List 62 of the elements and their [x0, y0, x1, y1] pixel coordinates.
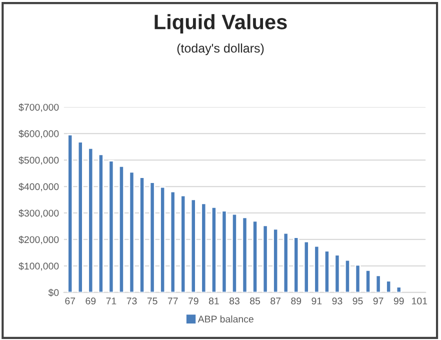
- x-tick-label: 83: [230, 298, 240, 304]
- x-tick-label: 87: [270, 298, 280, 304]
- bar: [252, 220, 258, 292]
- y-tick-label: $500,000: [18, 156, 59, 165]
- x-tick-label: 79: [188, 298, 198, 304]
- legend-label: ABP balance: [198, 315, 254, 323]
- bar: [98, 154, 104, 292]
- x-tick-label: 71: [106, 298, 116, 304]
- x-tick-label: 97: [373, 298, 384, 304]
- bar: [108, 160, 114, 292]
- bar: [396, 286, 402, 292]
- bar: [200, 202, 207, 292]
- bar: [324, 250, 330, 292]
- x-tick-label: 99: [394, 298, 404, 304]
- x-tick-label: 81: [208, 298, 219, 304]
- bar: [375, 274, 382, 292]
- chart-subtitle: (today's dollars): [177, 43, 264, 56]
- x-tick-label: 91: [312, 298, 322, 304]
- bar: [160, 186, 166, 292]
- bar: [118, 165, 124, 292]
- x-tick-label: 73: [126, 298, 137, 304]
- bar: [190, 198, 196, 292]
- x-tick-label: 67: [65, 298, 76, 304]
- chart-title: Liquid Values: [154, 14, 287, 34]
- x-tick-label: 101: [412, 298, 428, 304]
- y-tick-label: $200,000: [18, 236, 59, 244]
- bar: [149, 182, 156, 292]
- bar: [354, 264, 361, 292]
- bar: [303, 240, 310, 292]
- x-tick-label: 85: [250, 298, 260, 304]
- bar: [88, 147, 94, 292]
- bar: [210, 206, 217, 292]
- x-tick-label: 75: [147, 298, 158, 304]
- bar: [293, 236, 300, 292]
- bar: [344, 259, 350, 292]
- bar: [386, 280, 392, 292]
- y-tick-label: $400,000: [18, 182, 59, 192]
- bar: [365, 269, 372, 292]
- bar: [77, 141, 84, 292]
- bar: [180, 194, 186, 292]
- y-tick-label: $600,000: [18, 130, 59, 138]
- bar: [314, 245, 320, 292]
- bar: [242, 216, 248, 292]
- bar: [221, 210, 228, 292]
- bar: [334, 254, 340, 292]
- bar: [231, 213, 238, 292]
- bar: [128, 171, 135, 292]
- bar: [67, 134, 74, 292]
- y-tick-label: $700,000: [18, 103, 59, 112]
- y-tick-label: $100,000: [18, 262, 59, 271]
- bar: [272, 228, 279, 292]
- x-tick-label: 69: [86, 298, 96, 304]
- bar: [139, 176, 146, 292]
- x-tick-label: 95: [352, 298, 363, 304]
- x-tick-label: 77: [168, 298, 178, 304]
- bar: [282, 232, 289, 292]
- y-tick-label: $0: [48, 288, 59, 297]
- x-tick-label: 93: [332, 298, 342, 304]
- y-tick-label: $300,000: [18, 209, 59, 218]
- bar: [262, 224, 268, 292]
- bar: [170, 190, 176, 292]
- x-tick-label: 89: [291, 298, 302, 304]
